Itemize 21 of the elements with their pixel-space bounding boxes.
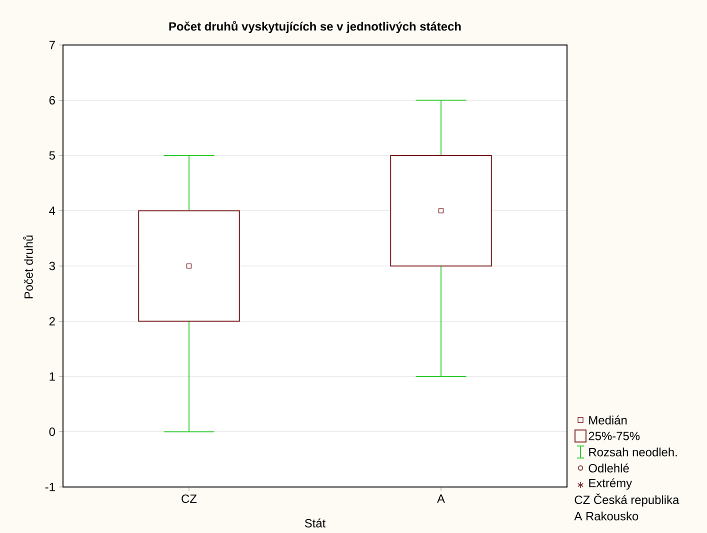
y-tick-label: 1 bbox=[50, 372, 55, 381]
y-tick-label: 0 bbox=[49, 428, 56, 436]
y-tick-label: 6 bbox=[49, 96, 55, 104]
x-tick-label: CZ bbox=[182, 494, 197, 503]
y-axis-title: Počet druhů bbox=[23, 236, 33, 298]
text: A Rakousko bbox=[574, 512, 638, 520]
y-tick-label: 4 bbox=[49, 206, 56, 215]
text: Odlehlé bbox=[588, 464, 629, 472]
x-tick-label: A bbox=[437, 494, 445, 503]
y-tick-label: 2 bbox=[49, 317, 55, 326]
text: Medián bbox=[589, 416, 627, 424]
y-tick-label: 3 bbox=[49, 262, 55, 270]
y-tick-label: 5 bbox=[49, 151, 55, 160]
text: 25%-75% bbox=[588, 432, 640, 440]
chart-title: Počet druhů vyskytujících se v jednotlivých státech bbox=[169, 20, 461, 34]
y-tick-label: -1 bbox=[45, 482, 55, 492]
text: CZ Česká republika bbox=[574, 494, 680, 506]
text: Extrémy bbox=[589, 478, 632, 490]
y-tick-label: 7 bbox=[49, 40, 55, 50]
text: Rozsah neodleh. bbox=[589, 448, 677, 456]
x-axis-title: Stát bbox=[304, 518, 326, 528]
